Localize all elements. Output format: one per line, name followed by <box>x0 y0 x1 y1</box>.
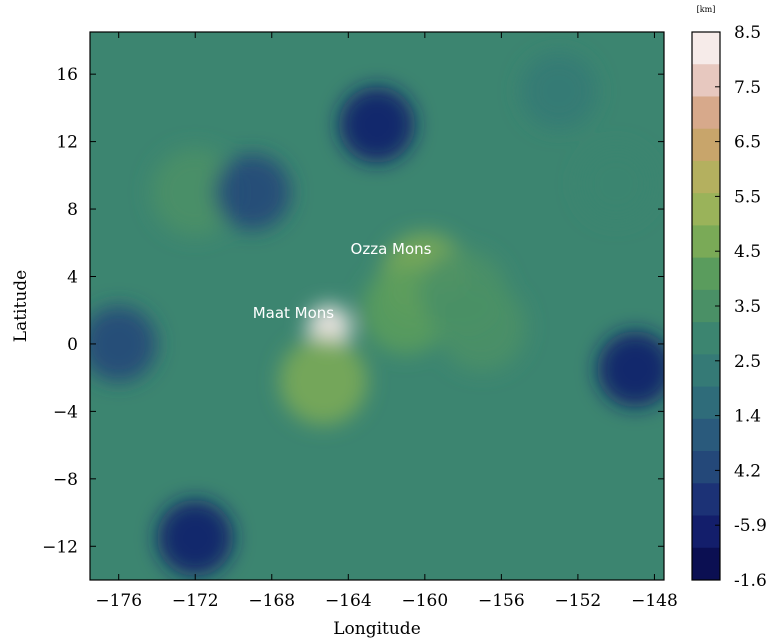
colorbar-segment <box>692 483 720 517</box>
colorbar-tick-label: 7.5 <box>734 78 761 98</box>
x-tick-label: −176 <box>95 591 142 611</box>
colorbar-unit: [km] <box>697 5 716 14</box>
y-tick-label: 12 <box>56 133 78 153</box>
elevation-feature <box>151 148 240 237</box>
colorbar-tick-label: -5.9 <box>734 516 767 536</box>
y-tick-label: −8 <box>53 470 78 490</box>
colorbar-tick-label: 4.5 <box>734 242 761 262</box>
elevation-feature <box>438 283 527 372</box>
elevation-feature <box>597 331 664 408</box>
annotation-label: Ozza Mons <box>351 240 432 258</box>
y-tick-label: −12 <box>42 537 78 557</box>
colorbar-segment <box>692 160 720 194</box>
colorbar-segment <box>692 515 720 549</box>
x-tick-label: −148 <box>631 591 678 611</box>
colorbar-tick-label: 2.5 <box>734 352 761 372</box>
y-tick-label: 8 <box>67 200 78 220</box>
colorbar-segment <box>692 451 720 484</box>
x-tick-label: −168 <box>248 591 295 611</box>
annotation-label: Maat Mons <box>253 304 335 322</box>
colorbar-tick-label: 5.5 <box>734 187 761 207</box>
x-tick-label: −156 <box>478 591 525 611</box>
elevation-feature <box>520 53 597 130</box>
y-tick-label: 0 <box>67 335 78 355</box>
plot-area <box>90 32 664 580</box>
colorbar-segment <box>692 32 720 65</box>
y-tick-label: −4 <box>53 402 78 422</box>
colorbar-segment <box>692 225 720 259</box>
colorbar-segment <box>692 354 720 388</box>
colorbar-segment <box>692 322 720 355</box>
colorbar-segment <box>692 386 720 420</box>
colorbar-tick-label: 8.5 <box>734 23 761 43</box>
x-tick-label: −160 <box>401 591 448 611</box>
plot-frame <box>89 31 665 581</box>
colorbar-segment <box>692 257 720 291</box>
elevation-feature <box>578 145 655 222</box>
colorbar-segment <box>692 418 720 452</box>
elevation-feature <box>339 86 415 163</box>
colorbar-segment <box>692 547 720 581</box>
colorbar-segment <box>692 64 720 97</box>
x-axis: −176 −172 −168 −164 −160 −156 −152 −148 <box>95 32 678 611</box>
x-tick-label: −172 <box>172 591 219 611</box>
y-tick-label: 16 <box>56 65 78 85</box>
colorbar-tick-label: -1.6 <box>734 571 767 591</box>
y-axis-label: Latitude <box>11 270 31 342</box>
elevation-field <box>90 53 664 576</box>
colorbar-segment <box>692 96 720 130</box>
x-axis-label: Longitude <box>333 619 421 639</box>
colorbar: [km] 8.5 7.5 6.5 5.5 4.5 3.5 2.5 1.4 4.2 -5.9 -1.6 <box>691 5 767 591</box>
elevation-feature <box>279 337 368 426</box>
x-tick-label: −164 <box>325 591 372 611</box>
colorbar-tick-label: 1.4 <box>734 407 761 427</box>
y-axis: −12 −8 −4 0 4 8 12 16 <box>42 65 664 557</box>
colorbar-segment <box>692 193 720 226</box>
elevation-feature <box>214 154 291 231</box>
colorbar-tick-label: 4.2 <box>734 461 761 481</box>
y-tick-label: 4 <box>67 267 78 287</box>
elevation-feature <box>157 499 234 576</box>
colorbar-segment <box>692 128 720 162</box>
x-tick-label: −152 <box>555 591 602 611</box>
colorbar-tick-label: 6.5 <box>734 133 761 153</box>
colorbar-tick-label: 3.5 <box>734 297 761 317</box>
elevation-feature <box>90 305 157 382</box>
annotation-layer: Maat Mons Ozza Mons <box>253 240 432 322</box>
